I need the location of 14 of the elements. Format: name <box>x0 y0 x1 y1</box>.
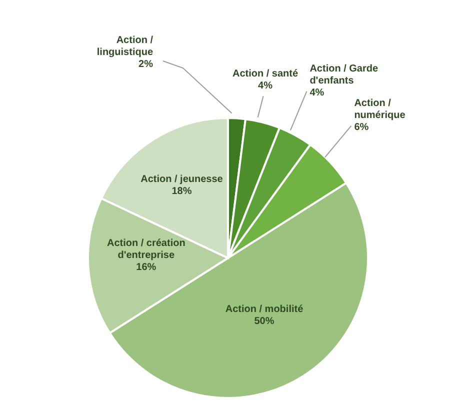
data-label: 16% <box>136 262 156 273</box>
data-label: 6% <box>354 122 369 133</box>
data-label: 50% <box>254 316 274 328</box>
slice-label: Action / jeunesse <box>140 174 224 185</box>
data-label: 4% <box>310 87 324 98</box>
data-label: 4% <box>258 80 273 92</box>
data-label: 18% <box>172 186 192 197</box>
slice-label: Action / linguistique <box>96 35 154 58</box>
slice-label: Action / création d'entreprise <box>106 238 186 261</box>
data-label: 2% <box>138 59 154 70</box>
slice-label: Action / numérique <box>354 98 406 121</box>
slice-label: Action / santé <box>232 68 298 80</box>
slice-label: Action / mobilité <box>225 304 304 316</box>
slice-label: Action / Garde d'enfants <box>310 63 378 86</box>
